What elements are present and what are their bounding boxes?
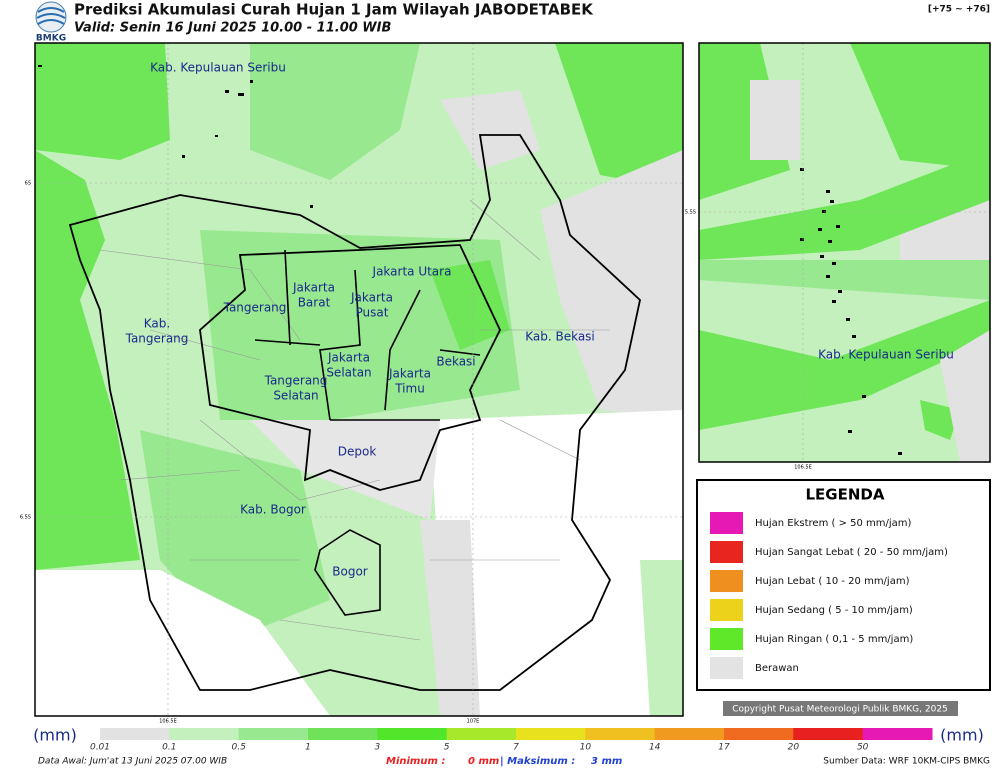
copyright: Copyright Pusat Meteorologi Publik BMKG,… (732, 705, 948, 715)
colorbar-tick: 20 (788, 743, 800, 753)
legend-label: Hujan Sangat Lebat ( 20 - 50 mm/jam) (755, 547, 948, 558)
max-value: 3 mm (591, 756, 622, 767)
region-label: Kab. Kepulauan Seribu (150, 61, 286, 75)
legend-items: Hujan Ekstrem ( > 50 mm/jam) Hujan Sangat… (710, 512, 948, 679)
colorbar-segment (377, 728, 448, 740)
region-label: Jakarta (350, 291, 393, 305)
min-label: Minimum : (386, 756, 445, 767)
region-label: Jakarta (388, 367, 431, 381)
region-label: Selatan (326, 366, 371, 380)
region-label: Tangerang (125, 332, 189, 346)
legend-label: Hujan Ringan ( 0,1 - 5 mm/jam) (755, 634, 913, 645)
colorbar-tick: 0.5 (232, 743, 247, 753)
colorbar-tick: 14 (649, 743, 661, 753)
region-label: Tangerang (264, 374, 328, 388)
legend-swatch (710, 628, 743, 650)
lon-label: 106.5E (159, 719, 176, 725)
colorbar-tick: 5 (444, 743, 450, 753)
legend-label: Hujan Sedang ( 5 - 10 mm/jam) (755, 605, 913, 616)
colorbar-tick: 1 (305, 743, 311, 753)
region-label: Kab. Bogor (240, 503, 306, 517)
legend-title: LEGENDA (806, 486, 885, 504)
region-label: Selatan (273, 389, 318, 403)
region-label: Kab. Bekasi (525, 330, 595, 344)
colorbar-tick: 0.01 (90, 743, 110, 753)
inset-map (699, 43, 990, 462)
colorbar-segment (862, 728, 933, 740)
region-label: Tangerang (223, 301, 287, 315)
legend-swatch (710, 512, 743, 534)
inset-label: Kab. Kepulauan Seribu (818, 348, 954, 362)
region-label: Kab. (144, 317, 170, 331)
subtitle: Valid: Senin 16 Juni 2025 10.00 - 11.00 … (74, 21, 391, 36)
data-awal: Data Awal: Jum'at 13 Juni 2025 07.00 WIB (38, 757, 227, 767)
source: Sumber Data: WRF 10KM-CIPS BMKG (823, 757, 990, 767)
colorbar-segment (169, 728, 240, 740)
region-label: Bekasi (436, 355, 475, 369)
colorbar-segment (308, 728, 378, 740)
title: Prediksi Akumulasi Curah Hujan 1 Jam Wil… (74, 1, 594, 19)
bmkg-logo: BMKG (35, 1, 67, 44)
legend-label: Hujan Lebat ( 10 - 20 mm/jam) (755, 576, 910, 587)
inset-frame (698, 42, 991, 463)
legend-swatch (710, 657, 743, 679)
region-label: Jakarta (327, 351, 370, 365)
lon-label: 106.5E (794, 465, 811, 471)
colorbar-segment (238, 728, 309, 740)
colorbar-tick: 7 (513, 743, 519, 753)
region-label: Bogor (332, 565, 368, 579)
colorbar-tick: 10 (580, 743, 592, 753)
colorbar-segment (446, 728, 517, 740)
region-label: Barat (298, 296, 331, 310)
legend-box (696, 479, 991, 691)
region-label: Jakarta (292, 281, 335, 295)
region-label: Timu (394, 382, 425, 396)
colorbar: 0.01 0.1 0.5 1 3 5 7 10 14 17 20 50 (90, 728, 933, 753)
region-label: Depok (338, 445, 377, 459)
min-value: 0 mm (468, 756, 499, 767)
colorbar-unit: (mm) (940, 726, 984, 745)
colorbar-tick: 17 (718, 743, 730, 753)
max-label: | Maksimum : (500, 756, 575, 767)
legend-swatch (710, 570, 743, 592)
map-frame (34, 42, 684, 717)
region-labels: Kab. Kepulauan SeribuKab.TangerangTanger… (125, 61, 595, 579)
legend-swatch (710, 541, 743, 563)
lat-label: 6.5S (20, 515, 31, 521)
lon-label: 107E (467, 719, 480, 725)
lat-label: 6S (25, 181, 31, 187)
colorbar-tick: 0.1 (162, 743, 176, 753)
region-label: Jakarta Utara (372, 265, 452, 279)
region-label: Pusat (356, 306, 389, 320)
main-map (35, 43, 683, 716)
colorbar-tick: 50 (857, 743, 869, 753)
colorbar-segment (516, 728, 586, 740)
logo-text: BMKG (36, 34, 66, 44)
legend-swatch (710, 599, 743, 621)
legend-label: Berawan (755, 663, 799, 674)
copyright-box (723, 701, 958, 716)
colorbar-segment (585, 728, 656, 740)
lat-label: 5.5S (685, 210, 696, 216)
colorbar-unit: (mm) (33, 726, 77, 745)
legend-label: Hujan Ekstrem ( > 50 mm/jam) (755, 518, 912, 529)
colorbar-segment (793, 728, 864, 740)
colorbar-segment (724, 728, 794, 740)
colorbar-segment (100, 728, 170, 740)
range: [+75 ~ +76] (928, 5, 990, 15)
colorbar-segment (654, 728, 725, 740)
colorbar-tick: 3 (374, 743, 380, 753)
